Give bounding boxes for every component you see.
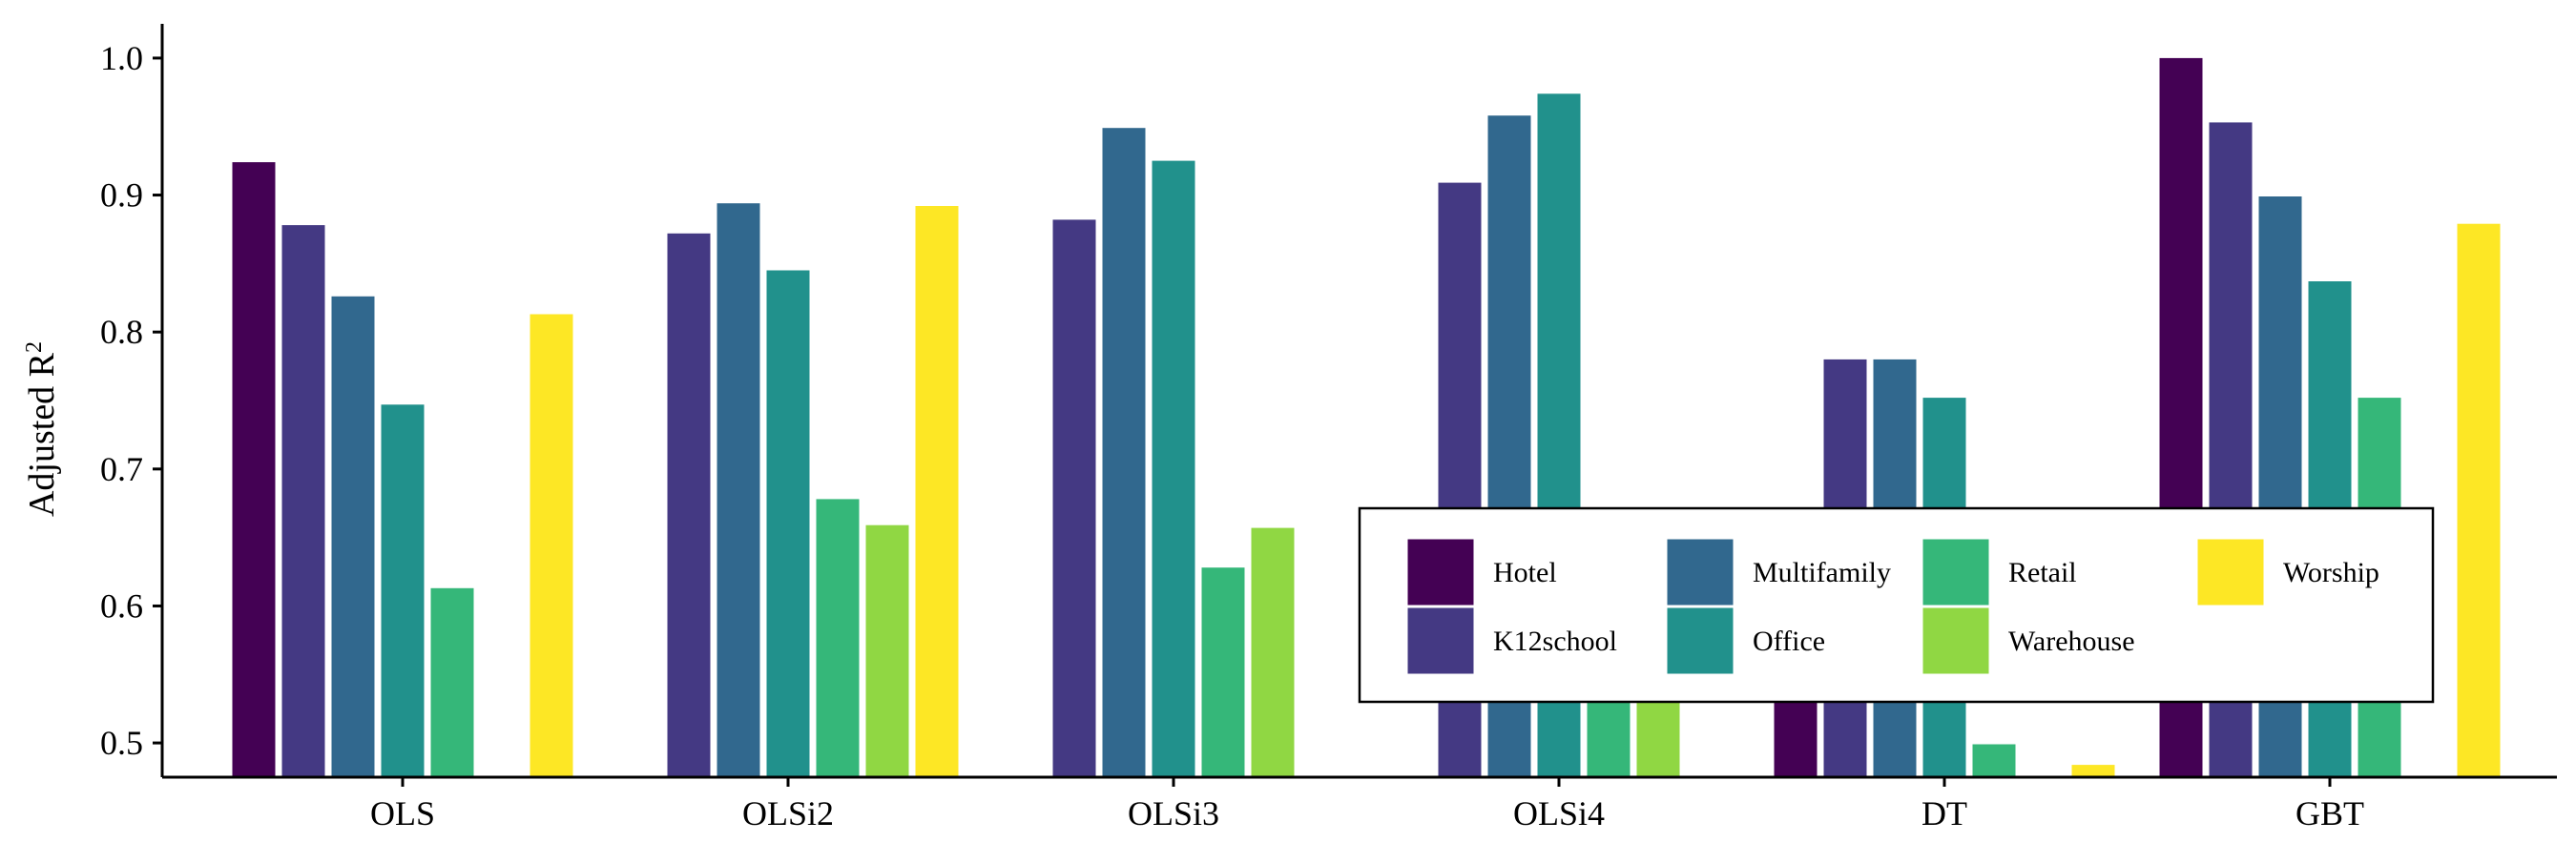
- bar-ols-hotel: [232, 162, 276, 778]
- bar-olsi3-office: [1152, 160, 1195, 778]
- x-tick-label: DT: [1922, 794, 1967, 832]
- legend-key-retail: [1922, 538, 1990, 606]
- x-tick-label: OLSi3: [1128, 794, 1219, 832]
- bar-olsi3-retail: [1201, 567, 1245, 777]
- bar-olsi2-retail: [816, 499, 860, 777]
- legend-key-k12school: [1406, 606, 1475, 675]
- bar-ols-k12school: [281, 225, 325, 778]
- axes-layer: 0.5 0.6 0.7 0.8 0.9 1.0 OLS OLSi2 OLSi3 OLSi4 DT GB…: [100, 24, 2557, 832]
- legend: Hotel K12school Multifamily Office Retail War…: [1358, 506, 2435, 704]
- bar-dt-worship: [2071, 765, 2115, 777]
- bar-ols-office: [381, 404, 425, 777]
- y-axis-title: Adjusted R2: [22, 341, 62, 517]
- legend-key-multifamily: [1666, 538, 1735, 606]
- bar-olsi3-k12school: [1052, 219, 1096, 777]
- y-tick-label: 0.8: [100, 313, 143, 351]
- legend-label-worship: Worship: [2283, 557, 2379, 588]
- legend-key-office: [1666, 606, 1735, 675]
- legend-key-warehouse: [1922, 606, 1990, 675]
- bar-olsi2-warehouse: [865, 524, 909, 777]
- y-tick-label: 0.7: [100, 450, 143, 488]
- bar-olsi3-multifamily: [1102, 128, 1146, 777]
- bar-olsi2-office: [766, 270, 810, 777]
- legend-key-worship: [2196, 538, 2265, 606]
- x-tick-label: OLSi2: [742, 794, 834, 832]
- legend-label-k12school: K12school: [1493, 626, 1617, 657]
- legend-key-hotel: [1406, 538, 1475, 606]
- bar-ols-worship: [530, 314, 573, 777]
- legend-label-multifamily: Multifamily: [1753, 557, 1891, 588]
- legend-label-retail: Retail: [2008, 557, 2077, 588]
- bar-ols-multifamily: [331, 296, 375, 777]
- legend-label-office: Office: [1753, 626, 1825, 657]
- y-tick-label: 0.6: [100, 586, 143, 625]
- y-tick-label: 0.5: [100, 724, 143, 762]
- bar-gbt-worship: [2457, 223, 2501, 777]
- bar-olsi2-multifamily: [717, 203, 760, 777]
- legend-label-hotel: Hotel: [1493, 557, 1557, 588]
- y-tick-label: 0.9: [100, 176, 143, 215]
- legend-label-warehouse: Warehouse: [2008, 626, 2135, 657]
- x-tick-label: OLSi4: [1513, 794, 1605, 832]
- bar-olsi2-worship: [915, 206, 959, 777]
- bar-olsi3-warehouse: [1251, 527, 1295, 777]
- bar-ols-retail: [430, 587, 474, 777]
- y-tick-label: 1.0: [100, 39, 143, 77]
- x-tick-label: OLS: [370, 794, 435, 832]
- x-tick-label: GBT: [2296, 794, 2364, 832]
- bar-dt-retail: [1972, 744, 2016, 777]
- bar-olsi2-k12school: [667, 233, 711, 778]
- legend-box: [1358, 506, 2435, 704]
